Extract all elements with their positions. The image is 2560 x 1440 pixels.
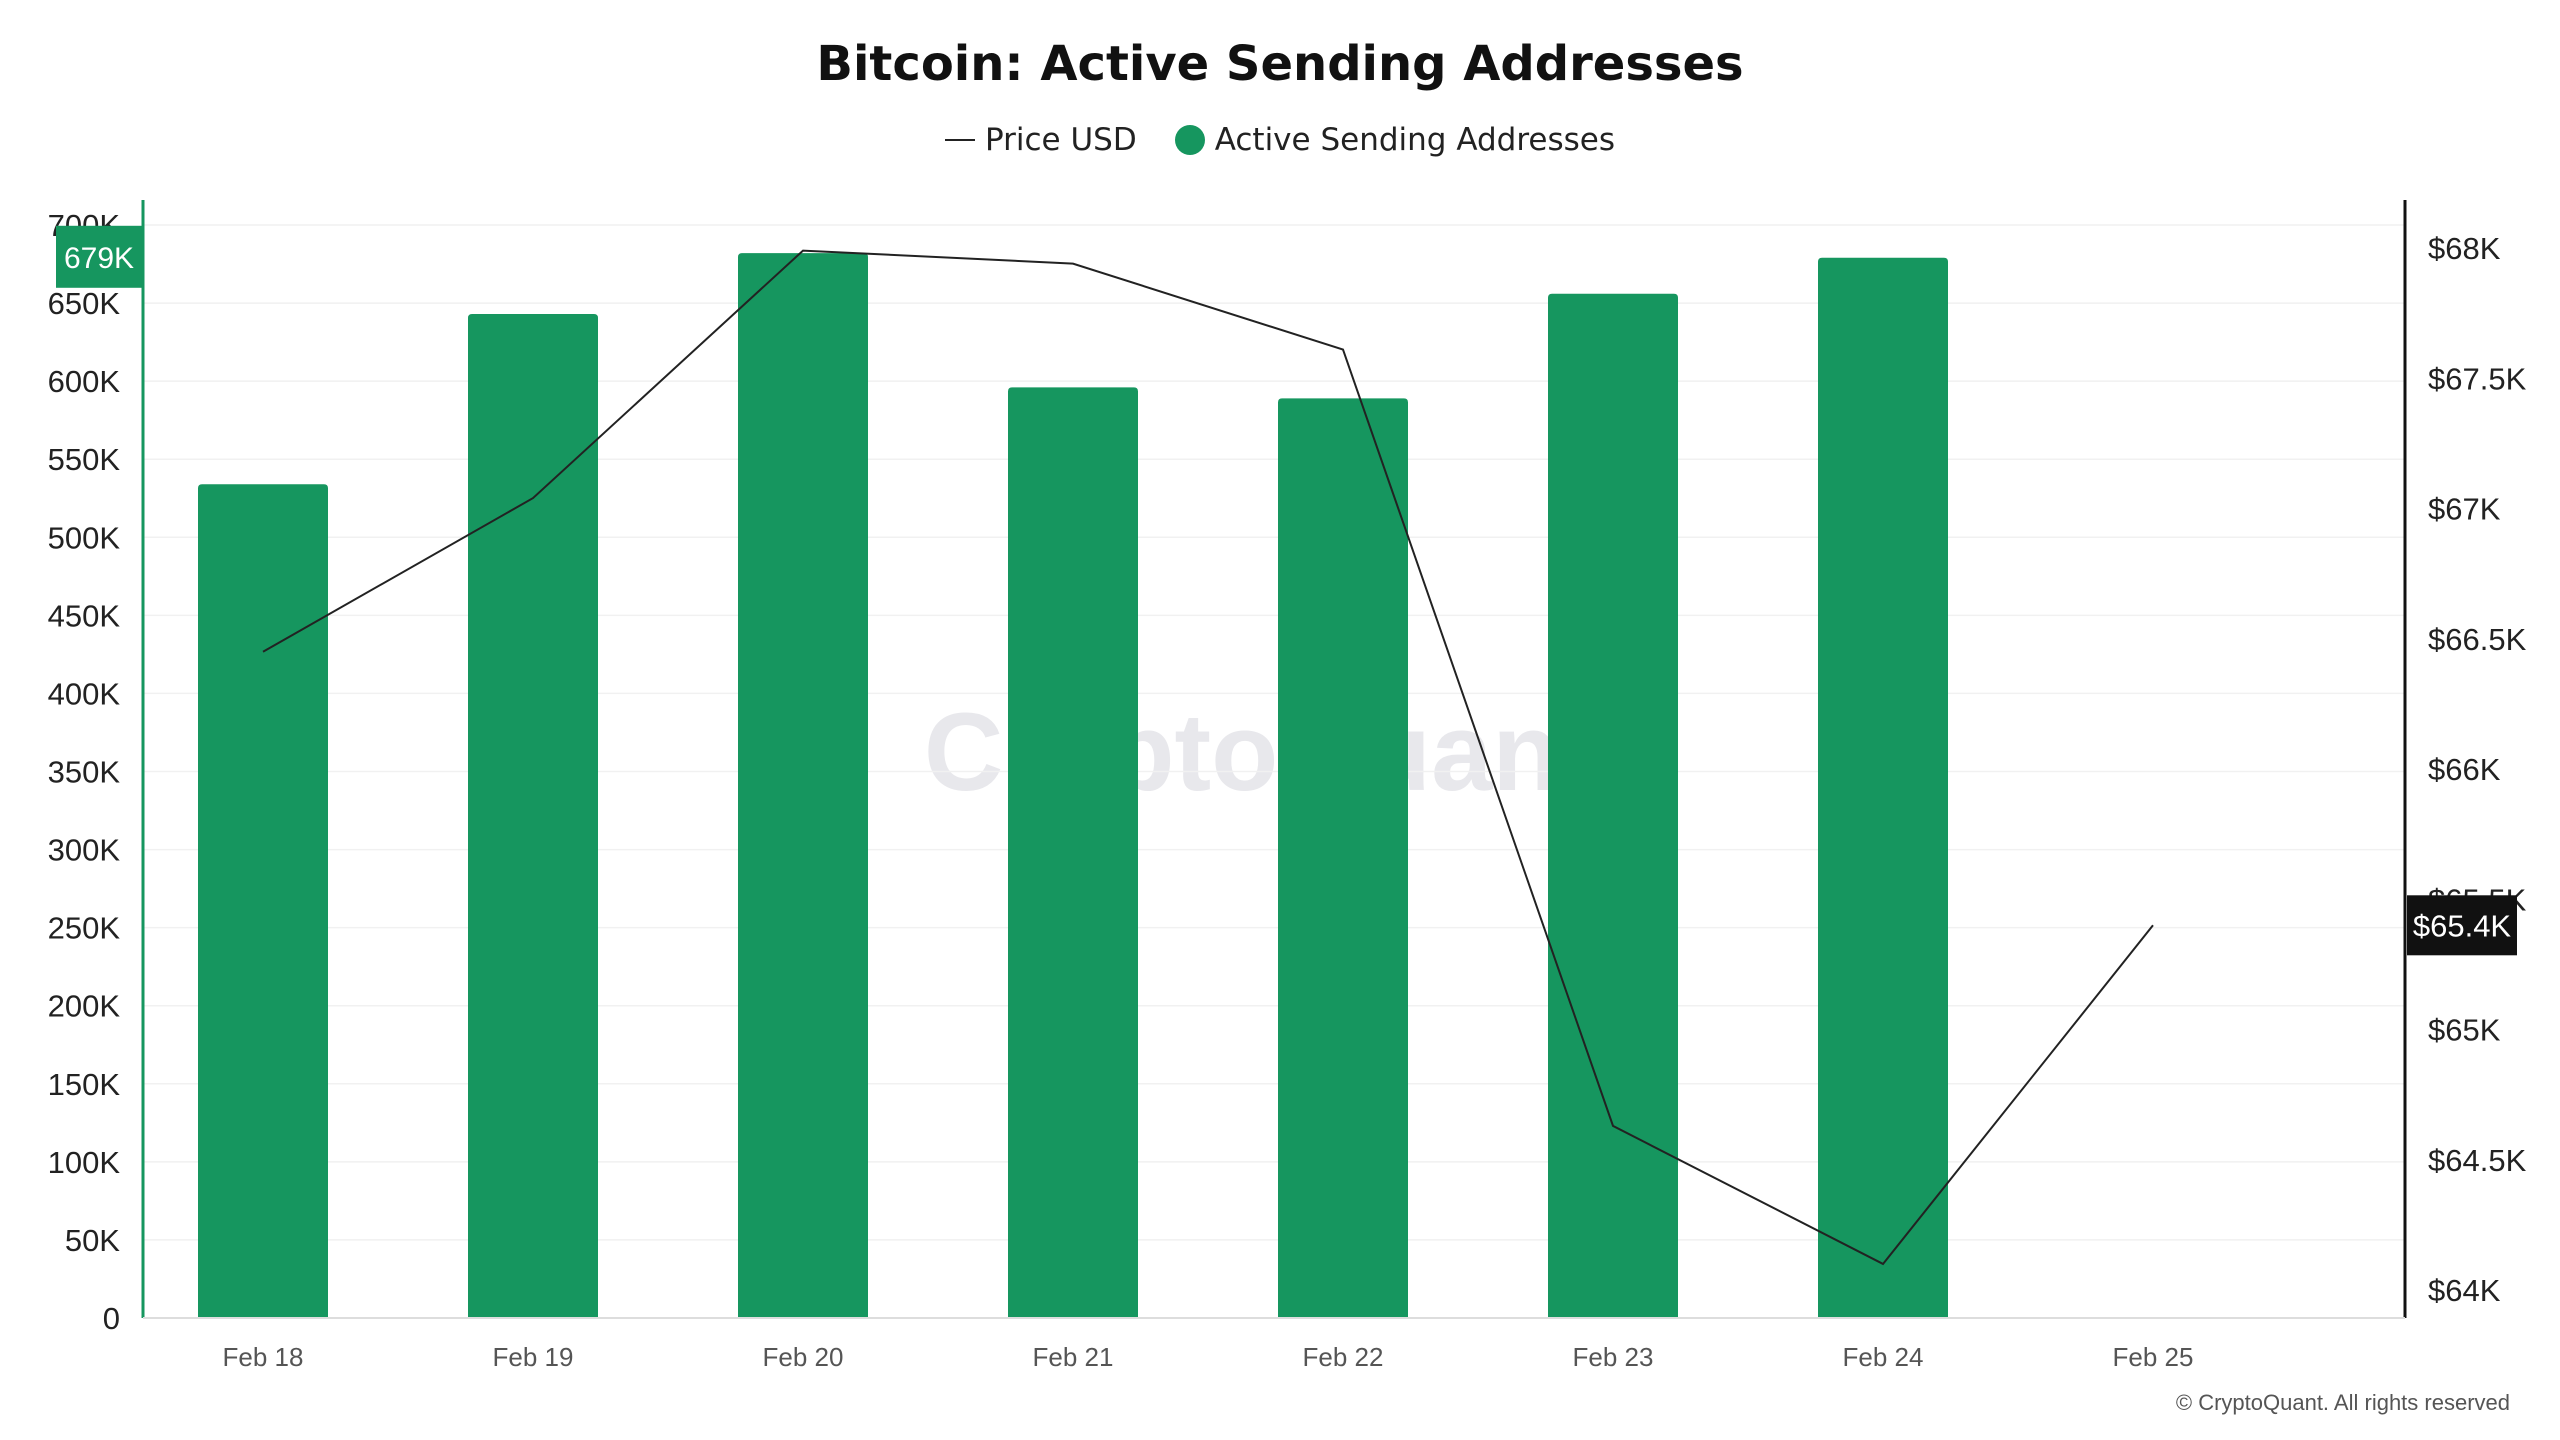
legend-item-active-sending[interactable]: Active Sending Addresses xyxy=(1174,122,1615,158)
y-right-tick-label: $66K xyxy=(2428,752,2501,787)
y-right-tick-label: $67.5K xyxy=(2428,361,2527,396)
y-left-tick-label: 450K xyxy=(48,598,121,633)
y-left-tick-label: 550K xyxy=(48,442,121,477)
y-left-tick-label: 0 xyxy=(103,1301,120,1336)
legend-item-price[interactable]: Price USD xyxy=(944,122,1137,158)
legend-dot-icon xyxy=(1174,125,1205,155)
bar xyxy=(738,253,868,1318)
legend-line-icon xyxy=(944,139,975,141)
price-line xyxy=(262,249,2154,1266)
y-left-badge xyxy=(56,225,143,288)
x-tick-label: Feb 24 xyxy=(1843,1342,1924,1372)
bar xyxy=(1548,293,1678,1318)
x-tick-label: Feb 20 xyxy=(763,1342,844,1372)
tick-labels: 0 50K 100K 150K 200K 250K 300K 350K 400K 450K 500K… xyxy=(48,208,2527,1372)
bar xyxy=(1278,398,1408,1318)
y-left-tick-label: 50K xyxy=(65,1223,120,1258)
x-tick-label: Feb 22 xyxy=(1303,1342,1384,1372)
y-right-tick-label: $65K xyxy=(2428,1013,2501,1048)
y-left-tick-label: 300K xyxy=(48,833,121,868)
y-left-tick-label: 250K xyxy=(48,911,121,946)
y-right-badge-label: $65.4K xyxy=(2413,908,2512,943)
y-left-tick-label: 600K xyxy=(48,364,121,399)
x-tick-label: Feb 18 xyxy=(223,1342,304,1372)
x-tick-label: Feb 21 xyxy=(1033,1342,1114,1372)
chart-title: Bitcoin: Active Sending Addresses xyxy=(816,36,1744,92)
bar xyxy=(198,484,328,1318)
y-left-tick-label: 400K xyxy=(48,676,121,711)
legend-label-active-sending: Active Sending Addresses xyxy=(1214,122,1615,158)
x-tick-label: Feb 25 xyxy=(2113,1342,2194,1372)
y-right-tick-label: $68K xyxy=(2428,231,2501,266)
y-left-tick-label: 100K xyxy=(48,1145,121,1180)
y-right-tick-label: $64.5K xyxy=(2428,1143,2527,1178)
y-left-tick-label: 150K xyxy=(48,1067,121,1102)
y-right-badge xyxy=(2407,895,2517,956)
y-left-tick-label: 350K xyxy=(48,755,121,790)
y-left-tick-label: 650K xyxy=(48,286,121,321)
y-left-badge-label: 679K xyxy=(64,242,134,275)
y-left-tick-label: 500K xyxy=(48,520,121,555)
x-tick-label: Feb 23 xyxy=(1573,1342,1654,1372)
bar xyxy=(1818,257,1948,1318)
bar xyxy=(1008,387,1138,1319)
y-right-tick-label: $67K xyxy=(2428,492,2501,527)
axes xyxy=(141,200,2407,1319)
x-tick-label: Feb 19 xyxy=(493,1342,574,1372)
y-right-tick-label: $64K xyxy=(2428,1273,2501,1308)
copyright: © CryptoQuant. All rights reserved xyxy=(2175,1390,2510,1415)
y-right-tick-label: $66.5K xyxy=(2428,622,2527,657)
price-line-layer xyxy=(262,249,2154,1266)
bars xyxy=(198,253,1948,1319)
legend-label-price: Price USD xyxy=(984,122,1137,158)
y-left-tick-label: 200K xyxy=(48,989,121,1024)
bar xyxy=(468,314,598,1318)
legend: Price USD Active Sending Addresses xyxy=(0,122,2560,158)
